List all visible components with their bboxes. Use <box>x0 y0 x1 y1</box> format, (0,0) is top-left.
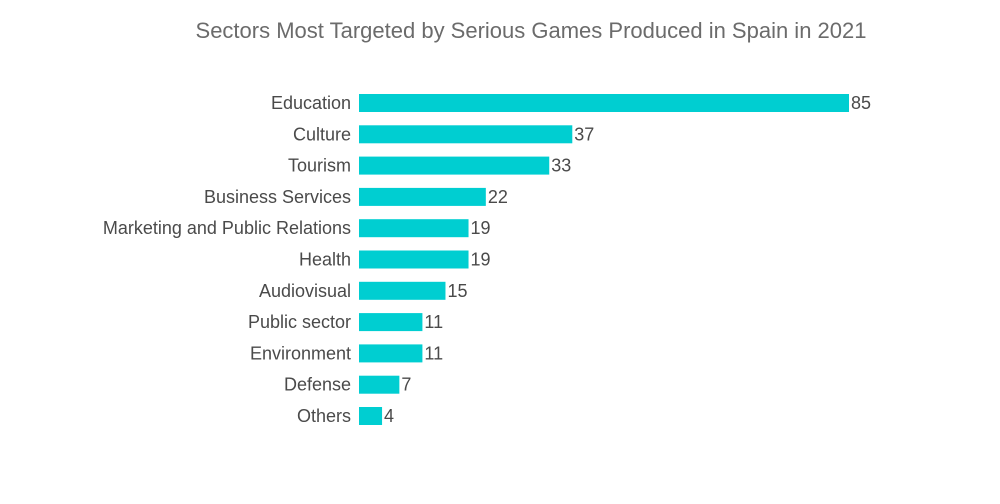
value-label: 85 <box>851 93 871 113</box>
bar <box>359 94 849 112</box>
category-label: Education <box>271 93 351 113</box>
value-label: 11 <box>424 312 443 332</box>
value-label: 33 <box>551 156 571 176</box>
value-label: 19 <box>471 218 491 238</box>
bar <box>359 375 400 394</box>
category-label: Health <box>299 250 351 270</box>
category-label: Audiovisual <box>259 281 351 301</box>
category-label: Culture <box>293 124 351 144</box>
bar <box>359 156 550 175</box>
value-label: 4 <box>384 406 394 426</box>
category-label: Marketing and Public Relations <box>103 218 351 238</box>
value-label: 22 <box>488 187 508 207</box>
value-label: 15 <box>447 281 467 301</box>
bar <box>359 281 446 300</box>
bar <box>359 344 423 363</box>
bar <box>359 407 383 425</box>
category-label: Tourism <box>288 156 351 176</box>
value-label: 11 <box>424 343 443 363</box>
category-label: Others <box>297 406 351 426</box>
bar <box>359 219 469 238</box>
category-label: Public sector <box>248 312 351 332</box>
category-label: Business Services <box>204 187 351 207</box>
value-label: 7 <box>401 375 411 395</box>
category-label: Environment <box>250 343 351 363</box>
bar <box>359 125 573 144</box>
value-label: 37 <box>574 124 594 144</box>
bars-group: Education 85 Culture 37 Tourism 33 Business Se… <box>103 93 871 426</box>
value-label: 19 <box>471 250 491 270</box>
category-label: Defense <box>284 375 351 395</box>
bar <box>359 250 469 269</box>
bar <box>359 187 486 206</box>
bar <box>359 313 423 332</box>
chart-title: Sectors Most Targeted by Serious Games P… <box>196 18 867 43</box>
